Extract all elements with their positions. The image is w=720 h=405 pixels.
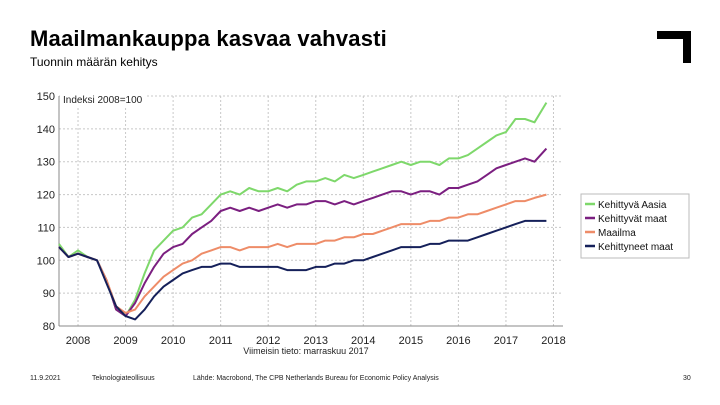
grid-layer [59, 92, 563, 327]
x-tick-label: 2017 [494, 335, 518, 347]
page-title: Maailmankauppa kasvaa vahvasti [30, 26, 387, 51]
y-tick-label: 150 [37, 91, 55, 103]
legend-box [580, 193, 690, 259]
footer-org: Teknologiateollisuus [92, 375, 155, 382]
legend-label: Kehittyvät maat [598, 214, 667, 225]
x-tick-label: 2013 [304, 335, 328, 347]
chart-note: Viimeisin tieto: marraskuu 2017 [243, 346, 368, 356]
x-tick-label: 2010 [161, 335, 185, 347]
x-tick-label: 2009 [113, 335, 137, 347]
x-tick-label: 2016 [446, 335, 470, 347]
corner-bracket-logo [657, 31, 691, 63]
footer-page-number: 30 [683, 375, 691, 382]
y-tick-label: 110 [37, 222, 55, 234]
series-layer [58, 102, 548, 321]
x-tick-label: 2018 [541, 335, 565, 347]
chart-container: 80 90 100 110 120 130 140 150 2008 2009 2010 2011 20… [25, 86, 695, 358]
y-tick-label: 100 [37, 255, 55, 267]
x-tick-label: 2015 [399, 335, 423, 347]
line-chart: 80 90 100 110 120 130 140 150 2008 2009 2010 2011 20… [37, 91, 690, 356]
legend-label: Kehittyneet maat [598, 242, 673, 253]
y-tick-label: 90 [43, 288, 55, 300]
x-tick-label: 2012 [256, 335, 280, 347]
axis-layer: 80 90 100 110 120 130 140 150 2008 2009 2010 2011 20… [37, 91, 566, 347]
page-subtitle: Tuonnin määrän kehitys [30, 55, 158, 69]
series-line-3 [58, 193, 547, 314]
index-label: Indeksi 2008=100 [63, 95, 143, 106]
x-tick-label: 2014 [351, 335, 375, 347]
series-line-4 [58, 219, 547, 321]
legend: Kehittyvä Aasia Kehittyvät maat Maailma Keh… [580, 193, 690, 259]
footer-date: 11.9.2021 [30, 375, 61, 382]
y-tick-label: 130 [37, 157, 55, 169]
x-tick-label: 2011 [209, 335, 233, 347]
series-line-1 [58, 102, 548, 318]
y-tick-label: 140 [37, 124, 55, 136]
index-label-box [60, 92, 146, 106]
y-tick-label: 80 [43, 321, 55, 333]
y-tick-label: 120 [37, 190, 55, 202]
legend-label: Maailma [598, 228, 636, 239]
footer-source: Lähde: Macrobond, The CPB Netherlands Bu… [193, 375, 439, 382]
legend-label: Kehittyvä Aasia [598, 200, 667, 211]
series-line-2 [58, 147, 548, 318]
x-tick-label: 2008 [66, 335, 90, 347]
